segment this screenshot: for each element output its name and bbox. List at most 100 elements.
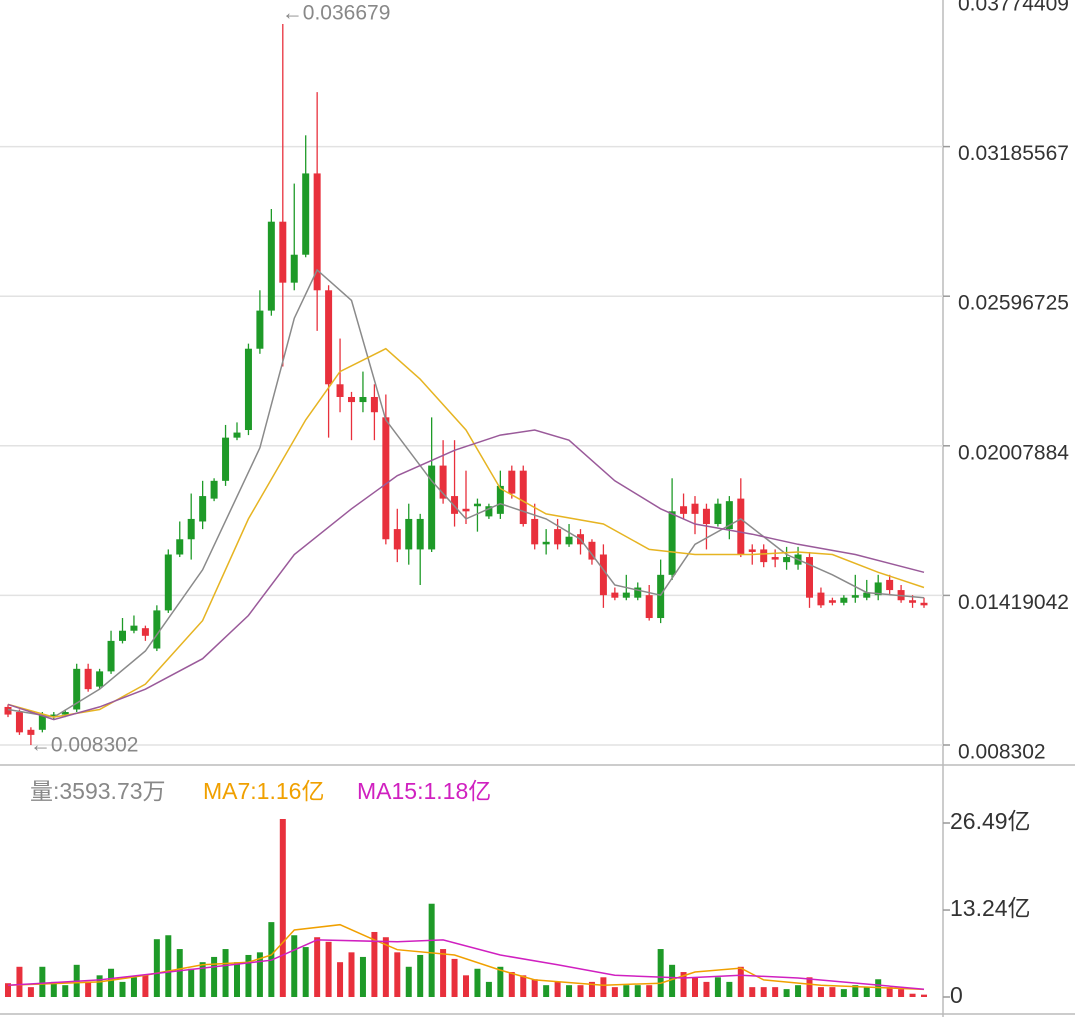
volume-bar	[16, 966, 23, 997]
volume-bar	[714, 977, 721, 997]
candle-body	[73, 668, 81, 710]
legend-entry: MA15:1.18亿	[357, 778, 491, 804]
candle-body	[622, 592, 630, 598]
candle-body	[348, 396, 355, 403]
candle-body	[519, 470, 527, 525]
candle-body	[325, 290, 333, 385]
y-tick-label: 0.02596725	[958, 292, 1069, 315]
volume-bar	[474, 968, 481, 997]
volume-bar	[96, 975, 103, 997]
volume-bar	[176, 949, 183, 997]
volume-legend: 量:3593.73万	[30, 778, 166, 804]
candle-body	[233, 432, 241, 438]
volume-bar	[772, 987, 779, 997]
candle-body	[4, 706, 12, 715]
candle-body	[714, 503, 722, 525]
volume-bar	[428, 903, 435, 997]
candle-body	[874, 582, 882, 596]
volume-bar	[485, 981, 492, 997]
volume-bar	[669, 964, 676, 997]
y-tick-label: 0.03774409	[958, 0, 1069, 16]
volume-bar	[921, 994, 927, 997]
volume-bar	[886, 987, 893, 997]
volume-bar	[692, 977, 698, 997]
legend-entry: MA7:1.16亿	[203, 778, 324, 804]
volume-bar	[463, 975, 469, 997]
candle-body	[370, 396, 378, 413]
volume-bar	[611, 987, 618, 997]
volume-bar	[737, 966, 744, 997]
candle-body	[107, 640, 115, 672]
candle-body	[222, 437, 230, 481]
volume-bar	[165, 935, 172, 997]
candle-body	[451, 496, 459, 514]
candle-body	[382, 417, 390, 540]
volume-bar	[634, 985, 641, 997]
candle-body	[141, 628, 149, 636]
candle-body	[393, 529, 401, 550]
volume-bar	[566, 985, 573, 997]
candle-body	[496, 485, 504, 514]
candle-body	[210, 480, 218, 499]
volume-bar	[829, 987, 836, 997]
candle-body	[119, 630, 126, 641]
volume-bar	[314, 937, 321, 997]
candle-body	[599, 554, 607, 596]
volume-bar	[382, 937, 389, 997]
volume-bar	[85, 981, 92, 997]
candle-body	[290, 254, 298, 283]
candle-body	[920, 602, 928, 606]
volume-ma-line	[7, 939, 925, 990]
candle-body	[680, 506, 688, 514]
candle-body	[176, 539, 184, 555]
volume-bar	[783, 989, 790, 997]
volume-bar	[520, 975, 527, 997]
candle-body	[886, 579, 894, 591]
volume-bar	[359, 956, 366, 997]
y-tick-label: 0	[950, 982, 963, 1008]
y-tick-label: 0.02007884	[958, 441, 1069, 464]
volume-bar	[726, 981, 733, 997]
volume-bar	[222, 949, 229, 997]
volume-bar	[337, 962, 344, 997]
volume-bar	[211, 956, 218, 997]
candle-body	[405, 518, 413, 550]
y-tick-label: 0.03185567	[958, 142, 1069, 165]
volume-bar	[348, 952, 355, 997]
candle-body	[244, 348, 252, 431]
candle-body	[359, 396, 367, 403]
candle-body	[851, 595, 859, 598]
volume-bar	[394, 952, 401, 997]
volume-bar	[440, 949, 447, 997]
volume-bar	[703, 981, 710, 997]
volume-bar	[600, 977, 607, 997]
candle-body	[302, 173, 310, 255]
candle-body	[473, 503, 481, 507]
volume-bar	[405, 966, 412, 997]
candle-body	[554, 529, 562, 545]
candle-body	[748, 549, 756, 552]
volume-bar	[119, 981, 126, 997]
candle-body	[588, 541, 596, 560]
volume-bar	[130, 977, 137, 997]
ma-line	[7, 347, 925, 718]
candle-body	[840, 597, 848, 603]
candle-body	[645, 595, 653, 619]
candle-body	[542, 541, 550, 545]
candle-body	[863, 592, 871, 598]
volume-bar	[50, 981, 57, 997]
candle-body	[187, 518, 195, 540]
candle-body	[428, 465, 436, 550]
volume-bar	[646, 985, 653, 997]
y-tick-label: 0.01419042	[958, 591, 1069, 614]
candle-body	[806, 557, 813, 598]
volume-bar	[508, 972, 515, 997]
volume-bar	[234, 962, 240, 997]
candle-body	[416, 518, 424, 550]
candle-body	[691, 503, 699, 514]
candle-body	[657, 574, 665, 619]
volume-bar	[657, 949, 664, 997]
volume-bar	[898, 989, 905, 997]
volume-bar	[291, 935, 298, 997]
